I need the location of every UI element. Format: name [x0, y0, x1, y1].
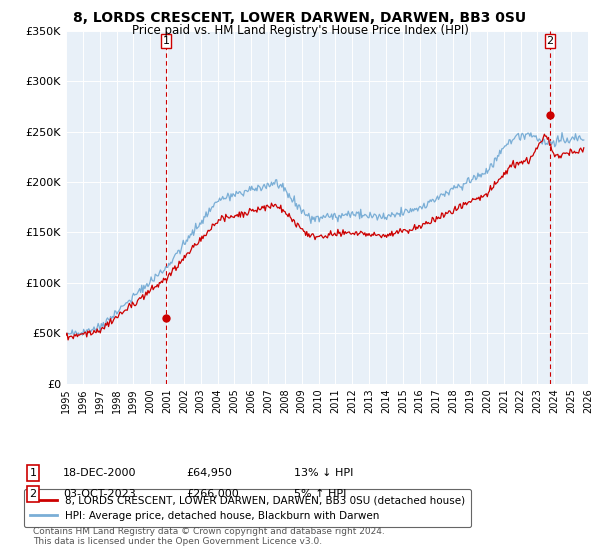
Text: 1: 1 — [163, 36, 170, 46]
Text: Price paid vs. HM Land Registry's House Price Index (HPI): Price paid vs. HM Land Registry's House … — [131, 24, 469, 36]
Text: 18-DEC-2000: 18-DEC-2000 — [63, 468, 137, 478]
Text: 03-OCT-2023: 03-OCT-2023 — [63, 489, 136, 499]
Text: £266,000: £266,000 — [186, 489, 239, 499]
Text: 2: 2 — [29, 489, 37, 499]
Text: 8, LORDS CRESCENT, LOWER DARWEN, DARWEN, BB3 0SU: 8, LORDS CRESCENT, LOWER DARWEN, DARWEN,… — [73, 11, 527, 25]
Text: 5% ↑ HPI: 5% ↑ HPI — [294, 489, 346, 499]
Legend: 8, LORDS CRESCENT, LOWER DARWEN, DARWEN, BB3 0SU (detached house), HPI: Average : 8, LORDS CRESCENT, LOWER DARWEN, DARWEN,… — [24, 489, 471, 527]
Text: Contains HM Land Registry data © Crown copyright and database right 2024.
This d: Contains HM Land Registry data © Crown c… — [33, 527, 385, 546]
Text: £64,950: £64,950 — [186, 468, 232, 478]
Text: 2: 2 — [547, 36, 554, 46]
Text: 1: 1 — [29, 468, 37, 478]
Text: 13% ↓ HPI: 13% ↓ HPI — [294, 468, 353, 478]
